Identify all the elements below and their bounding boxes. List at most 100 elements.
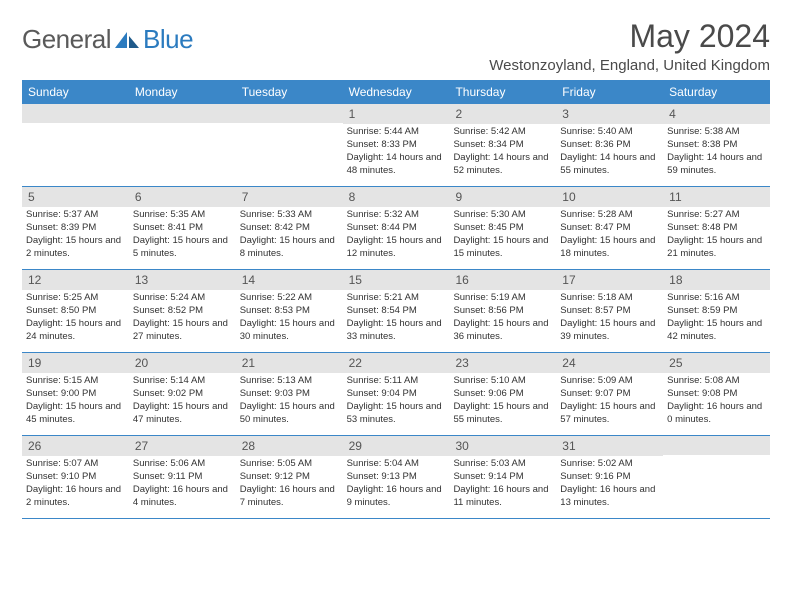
daylight-line: Daylight: 14 hours and 55 minutes. [560,152,659,178]
sunset-line: Sunset: 9:08 PM [667,388,766,401]
day-cell: 18Sunrise: 5:16 AMSunset: 8:59 PMDayligh… [663,270,770,352]
day-number: 1 [343,104,450,124]
daylight-line: Daylight: 15 hours and 12 minutes. [347,235,446,261]
day-cell: 25Sunrise: 5:08 AMSunset: 9:08 PMDayligh… [663,353,770,435]
sunrise-line: Sunrise: 5:11 AM [347,375,446,388]
day-content: Sunrise: 5:07 AMSunset: 9:10 PMDaylight:… [22,456,129,513]
sunrise-line: Sunrise: 5:40 AM [560,126,659,139]
sunrise-line: Sunrise: 5:21 AM [347,292,446,305]
day-number: 7 [236,187,343,207]
day-content: Sunrise: 5:27 AMSunset: 8:48 PMDaylight:… [663,207,770,264]
day-cell: 26Sunrise: 5:07 AMSunset: 9:10 PMDayligh… [22,436,129,518]
day-content: Sunrise: 5:19 AMSunset: 8:56 PMDaylight:… [449,290,556,347]
day-cell [663,436,770,518]
daylight-line: Daylight: 15 hours and 42 minutes. [667,318,766,344]
day-cell: 5Sunrise: 5:37 AMSunset: 8:39 PMDaylight… [22,187,129,269]
day-cell: 8Sunrise: 5:32 AMSunset: 8:44 PMDaylight… [343,187,450,269]
daylight-line: Daylight: 15 hours and 30 minutes. [240,318,339,344]
sunset-line: Sunset: 9:06 PM [453,388,552,401]
daylight-line: Daylight: 16 hours and 9 minutes. [347,484,446,510]
day-number: 9 [449,187,556,207]
sunset-line: Sunset: 8:50 PM [26,305,125,318]
day-number: 28 [236,436,343,456]
day-number: 2 [449,104,556,124]
day-cell: 9Sunrise: 5:30 AMSunset: 8:45 PMDaylight… [449,187,556,269]
sunset-line: Sunset: 9:04 PM [347,388,446,401]
day-number: 22 [343,353,450,373]
day-cell: 27Sunrise: 5:06 AMSunset: 9:11 PMDayligh… [129,436,236,518]
empty-day-bar [129,104,236,123]
sunset-line: Sunset: 8:38 PM [667,139,766,152]
day-number: 30 [449,436,556,456]
sunrise-line: Sunrise: 5:19 AM [453,292,552,305]
day-number: 27 [129,436,236,456]
sunset-line: Sunset: 8:45 PM [453,222,552,235]
day-content: Sunrise: 5:06 AMSunset: 9:11 PMDaylight:… [129,456,236,513]
sunrise-line: Sunrise: 5:13 AM [240,375,339,388]
sunset-line: Sunset: 9:12 PM [240,471,339,484]
sunrise-line: Sunrise: 5:35 AM [133,209,232,222]
sunrise-line: Sunrise: 5:30 AM [453,209,552,222]
daylight-line: Daylight: 16 hours and 11 minutes. [453,484,552,510]
sunrise-line: Sunrise: 5:25 AM [26,292,125,305]
day-cell: 13Sunrise: 5:24 AMSunset: 8:52 PMDayligh… [129,270,236,352]
sunset-line: Sunset: 8:57 PM [560,305,659,318]
daylight-line: Daylight: 16 hours and 0 minutes. [667,401,766,427]
day-number: 3 [556,104,663,124]
day-cell: 3Sunrise: 5:40 AMSunset: 8:36 PMDaylight… [556,104,663,186]
day-cell: 23Sunrise: 5:10 AMSunset: 9:06 PMDayligh… [449,353,556,435]
week-row: 26Sunrise: 5:07 AMSunset: 9:10 PMDayligh… [22,436,770,519]
day-number: 24 [556,353,663,373]
day-number: 14 [236,270,343,290]
sunrise-line: Sunrise: 5:08 AM [667,375,766,388]
sunrise-line: Sunrise: 5:02 AM [560,458,659,471]
sunrise-line: Sunrise: 5:14 AM [133,375,232,388]
daylight-line: Daylight: 15 hours and 24 minutes. [26,318,125,344]
sunset-line: Sunset: 9:16 PM [560,471,659,484]
empty-day-bar [663,436,770,455]
day-content: Sunrise: 5:14 AMSunset: 9:02 PMDaylight:… [129,373,236,430]
sunset-line: Sunset: 9:07 PM [560,388,659,401]
day-cell: 14 Sunrise: 5:22 AMSunset: 8:53 PMDayligh… [236,270,343,352]
day-cell: 20Sunrise: 5:14 AMSunset: 9:02 PMDayligh… [129,353,236,435]
sunrise-line: Sunrise: 5:22 AM [240,292,339,305]
sunset-line: Sunset: 8:53 PM [240,305,339,318]
day-number: 26 [22,436,129,456]
day-cell: 15Sunrise: 5:21 AMSunset: 8:54 PMDayligh… [343,270,450,352]
day-number: 21 [236,353,343,373]
day-number: 19 [22,353,129,373]
empty-day-bar [22,104,129,123]
day-number: 5 [22,187,129,207]
day-header: Sunday [22,80,129,104]
day-content: Sunrise: 5:40 AMSunset: 8:36 PMDaylight:… [556,124,663,181]
day-content: Sunrise: 5:13 AMSunset: 9:03 PMDaylight:… [236,373,343,430]
day-content: Sunrise: 5:18 AMSunset: 8:57 PMDaylight:… [556,290,663,347]
sunset-line: Sunset: 8:56 PM [453,305,552,318]
day-content: Sunrise: 5:09 AMSunset: 9:07 PMDaylight:… [556,373,663,430]
day-content: Sunrise: 5:04 AMSunset: 9:13 PMDaylight:… [343,456,450,513]
daylight-line: Daylight: 15 hours and 50 minutes. [240,401,339,427]
sunset-line: Sunset: 8:47 PM [560,222,659,235]
day-number: 11 [663,187,770,207]
sunrise-line: Sunrise: 5:44 AM [347,126,446,139]
day-number: 31 [556,436,663,456]
sunset-line: Sunset: 8:39 PM [26,222,125,235]
logo-sail-icon [113,30,141,50]
day-cell: 19Sunrise: 5:15 AMSunset: 9:00 PMDayligh… [22,353,129,435]
day-cell: 12Sunrise: 5:25 AMSunset: 8:50 PMDayligh… [22,270,129,352]
empty-day-bar [236,104,343,123]
day-cell: 16Sunrise: 5:19 AMSunset: 8:56 PMDayligh… [449,270,556,352]
day-cell: 29Sunrise: 5:04 AMSunset: 9:13 PMDayligh… [343,436,450,518]
day-header: Thursday [449,80,556,104]
calendar: SundayMondayTuesdayWednesdayThursdayFrid… [22,80,770,519]
day-cell: 21Sunrise: 5:13 AMSunset: 9:03 PMDayligh… [236,353,343,435]
sunset-line: Sunset: 8:48 PM [667,222,766,235]
daylight-line: Daylight: 15 hours and 21 minutes. [667,235,766,261]
daylight-line: Daylight: 14 hours and 59 minutes. [667,152,766,178]
sunset-line: Sunset: 8:59 PM [667,305,766,318]
sunrise-line: Sunrise: 5:09 AM [560,375,659,388]
daylight-line: Daylight: 15 hours and 53 minutes. [347,401,446,427]
week-row: 5Sunrise: 5:37 AMSunset: 8:39 PMDaylight… [22,187,770,270]
day-cell: 2Sunrise: 5:42 AMSunset: 8:34 PMDaylight… [449,104,556,186]
day-content: Sunrise: 5:11 AMSunset: 9:04 PMDaylight:… [343,373,450,430]
